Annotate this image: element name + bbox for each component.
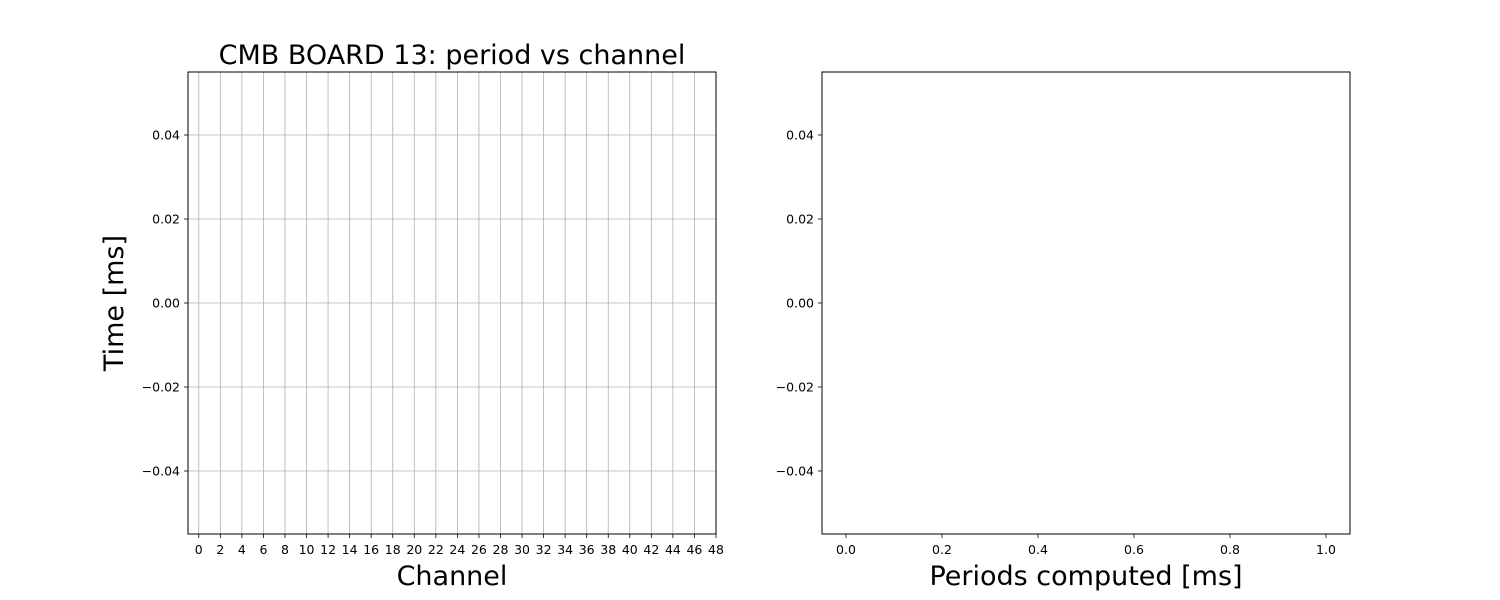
x-tick-label: 46 — [686, 542, 702, 557]
x-tick-label: 48 — [708, 542, 724, 557]
y-tick-label: −0.04 — [142, 464, 180, 479]
y-tick-label: 0.02 — [152, 212, 180, 227]
x-tick-label: 26 — [471, 542, 487, 557]
x-axis-label: Channel — [397, 561, 508, 592]
x-tick-label: 38 — [600, 542, 616, 557]
y-tick-label: 0.02 — [786, 212, 814, 227]
x-tick-label: 0.4 — [1028, 542, 1048, 557]
x-tick-label: 24 — [449, 542, 465, 557]
x-tick-label: 0.6 — [1124, 542, 1144, 557]
y-tick-label: 0.04 — [786, 128, 814, 143]
x-tick-label: 0.8 — [1220, 542, 1240, 557]
chart-title: CMB BOARD 13: period vs channel — [219, 40, 686, 71]
y-tick-label: 0.00 — [786, 296, 814, 311]
x-tick-label: 0 — [195, 542, 203, 557]
x-tick-label: 16 — [363, 542, 379, 557]
y-tick-label: −0.04 — [776, 464, 814, 479]
y-axis-label: Time [ms] — [99, 235, 130, 372]
x-tick-label: 4 — [238, 542, 246, 557]
y-tick-label: −0.02 — [776, 380, 814, 395]
x-tick-label: 44 — [665, 542, 681, 557]
x-tick-label: 30 — [514, 542, 530, 557]
x-tick-label: 20 — [406, 542, 422, 557]
x-tick-label: 0.2 — [932, 542, 952, 557]
x-tick-label: 12 — [320, 542, 336, 557]
x-tick-label: 32 — [536, 542, 552, 557]
x-tick-label: 28 — [493, 542, 509, 557]
x-tick-label: 14 — [342, 542, 358, 557]
plot-area-frame — [821, 71, 1351, 535]
x-tick-label: 22 — [428, 542, 444, 557]
y-tick-label: 0.00 — [152, 296, 180, 311]
x-tick-label: 10 — [299, 542, 315, 557]
x-tick-label: 36 — [579, 542, 595, 557]
periods-computed-panel: 0.0 0.2 0.4 0.6 0.8 1.0 −0.04 −0.02 0.00 0.02 0.04… — [776, 71, 1351, 592]
x-tick-label: 42 — [643, 542, 659, 557]
y-tick-label: −0.02 — [142, 380, 180, 395]
x-tick-label: 40 — [622, 542, 638, 557]
x-axis-label: Periods computed [ms] — [929, 561, 1242, 592]
period-vs-channel-panel: 0 2 4 6 8 10 12 14 16 18 20 22 24 26 28 30 32 34 36 38 40 42 4… — [99, 40, 724, 592]
x-tick-label: 34 — [557, 542, 573, 557]
x-tick-label: 2 — [216, 542, 224, 557]
x-tick-label: 8 — [281, 542, 289, 557]
x-tick-label: 6 — [259, 542, 267, 557]
x-tick-label: 1.0 — [1316, 542, 1336, 557]
x-tick-label: 18 — [385, 542, 401, 557]
y-tick-label: 0.04 — [152, 128, 180, 143]
x-tick-label: 0.0 — [836, 542, 856, 557]
